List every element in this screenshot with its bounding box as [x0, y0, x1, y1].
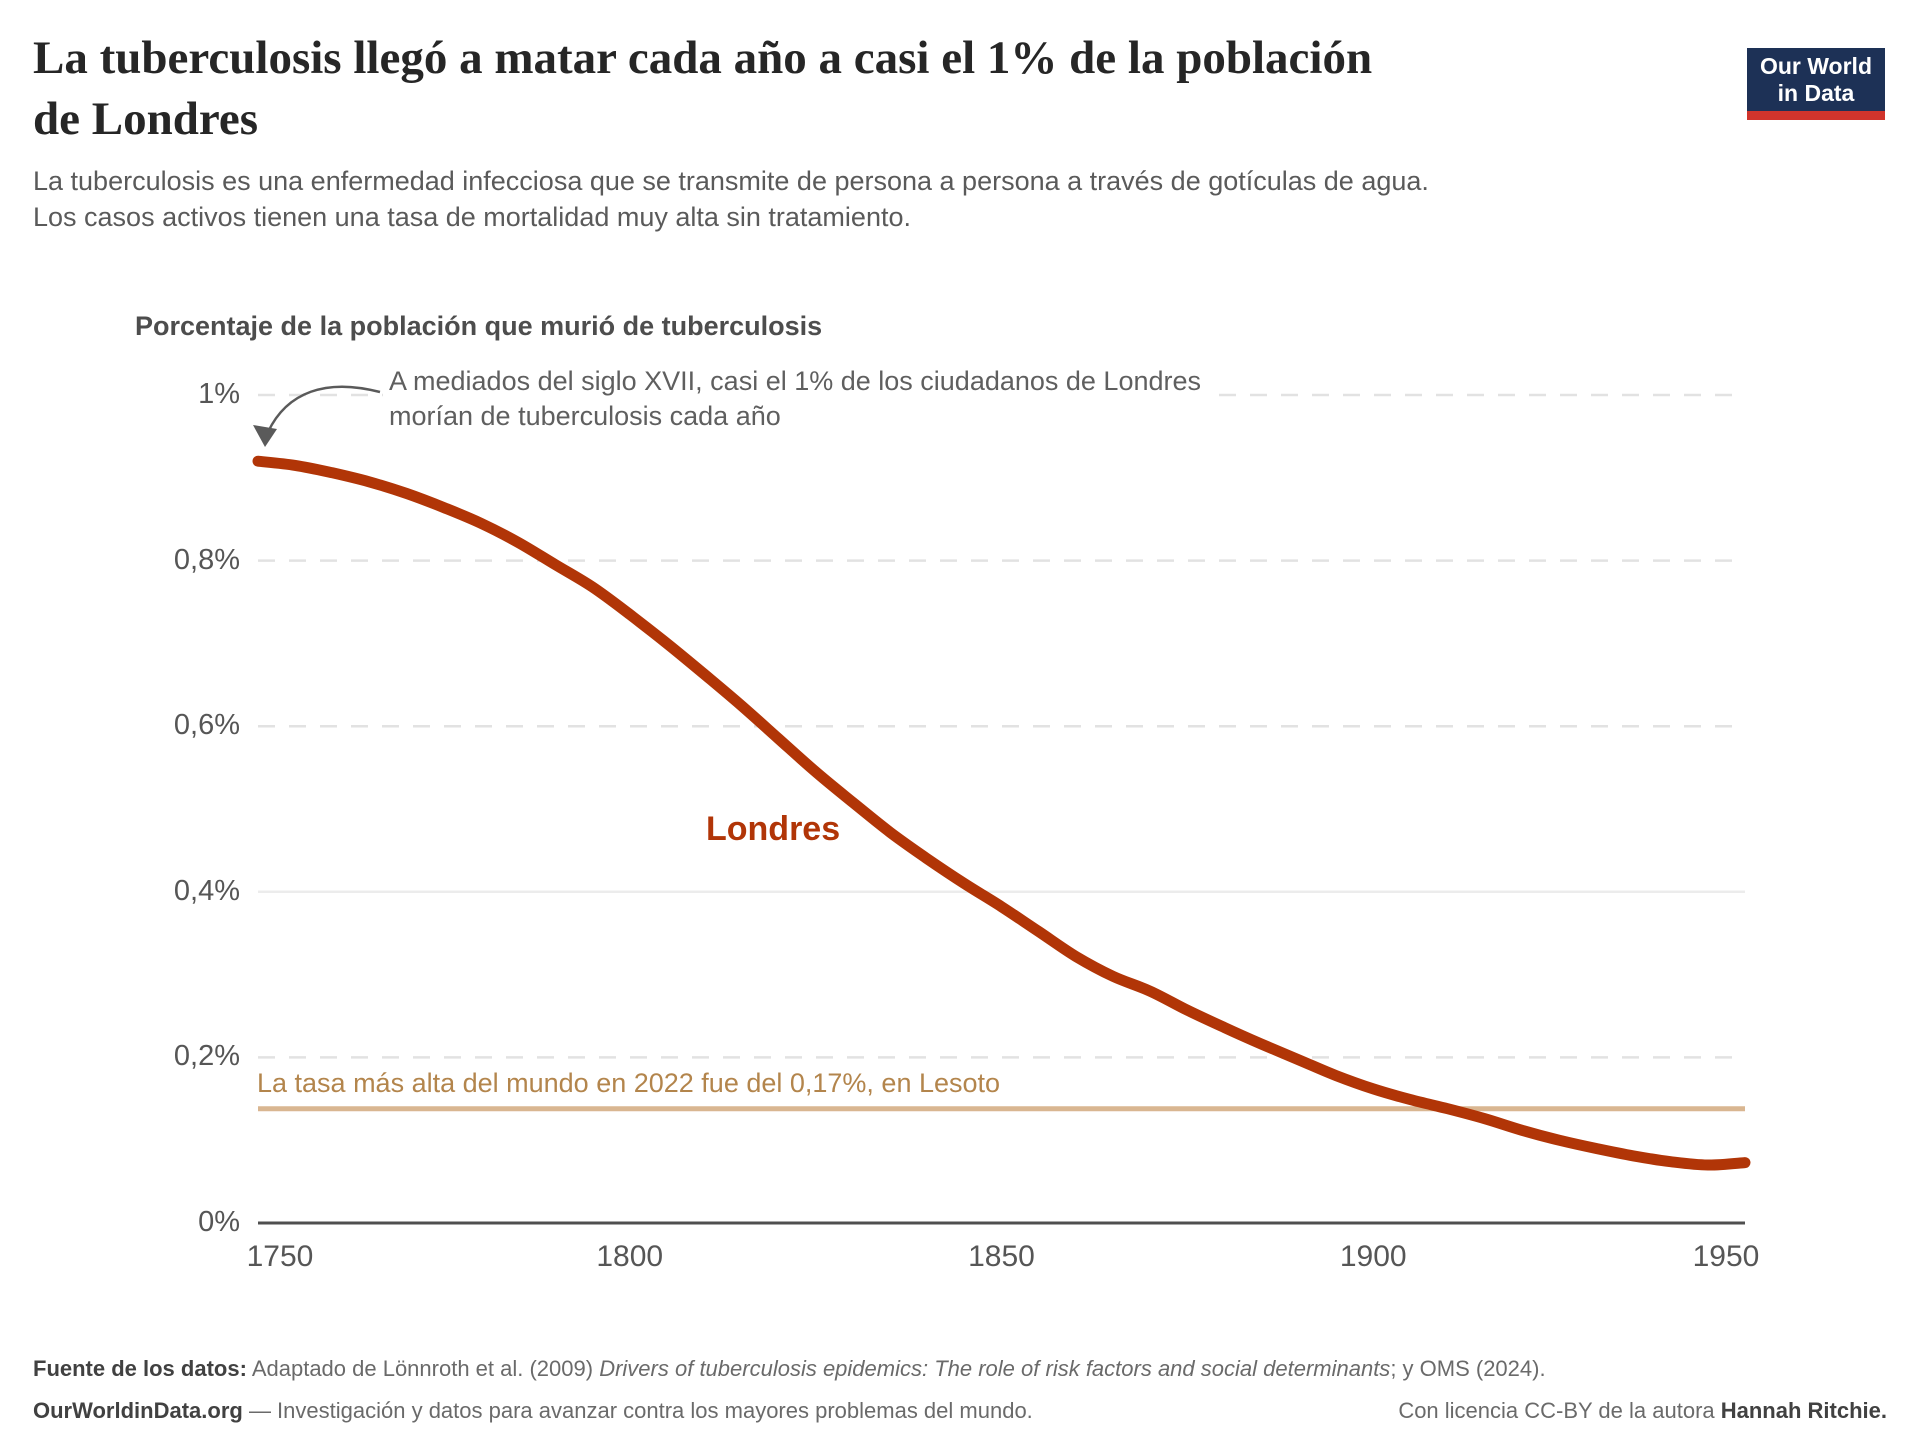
- x-tick-label-1750: 1750: [246, 1240, 314, 1273]
- y-tick-label-0%: 0%: [198, 1206, 240, 1238]
- footer-source-suffix: ; y OMS (2024).: [1390, 1356, 1546, 1381]
- peak-annotation: A mediados del siglo XVII, casi el 1% de…: [383, 364, 1208, 434]
- x-tick-label-1950: 1950: [1692, 1240, 1760, 1273]
- footer: Fuente de los datos: Adaptado de Lönnrot…: [33, 1354, 1887, 1426]
- y-tick-label-0,8%: 0,8%: [173, 543, 240, 576]
- y-tick-label-1%: 1%: [198, 378, 240, 410]
- annotation-arrow: [253, 385, 381, 447]
- x-tick-label-1900: 1900: [1339, 1240, 1407, 1273]
- footer-credits: Con licencia CC-BY de la autora Hannah R…: [33, 1396, 1887, 1426]
- page-title-line-2: de Londres: [33, 93, 259, 145]
- y-tick-label-0,2%: 0,2%: [173, 1040, 240, 1073]
- footer-source: Fuente de los datos: Adaptado de Lönnrot…: [33, 1354, 1887, 1384]
- owid-logo-line-2: in Data: [1777, 79, 1855, 106]
- series-line-londres: [252, 455, 1751, 1171]
- peak-annotation-line-1: A mediados del siglo XVII, casi el 1% de…: [389, 366, 1202, 396]
- footer-license-prefix: Con licencia CC-BY de la autora: [1398, 1398, 1721, 1423]
- footer-source-prefix: Fuente de los datos:: [33, 1356, 247, 1381]
- benchmark-lesotho-label: La tasa más alta del mundo en 2022 fue d…: [257, 1067, 1001, 1098]
- footer-source-regular: Adaptado de Lönnroth et al. (2009): [246, 1356, 600, 1381]
- y-tick-label-0,4%: 0,4%: [173, 874, 240, 907]
- y-tick-label-0,6%: 0,6%: [173, 709, 240, 742]
- footer-license-author: Hannah Ritchie.: [1720, 1398, 1887, 1423]
- page-subtitle-line-1: La tuberculosis es una enfermedad infecc…: [33, 166, 1429, 196]
- x-tick-label-1850: 1850: [968, 1240, 1035, 1273]
- footer-source-italic: Drivers of tuberculosis epidemics: The r…: [599, 1356, 1391, 1381]
- owid-logo-line-1: Our World: [1759, 52, 1872, 79]
- page-title: La tuberculosis llegó a matar cada año a…: [33, 28, 1513, 150]
- page-subtitle-line-2: Los casos activos tienen una tasa de mor…: [33, 202, 911, 232]
- footer-site: OurWorldinData.org: [33, 1398, 243, 1423]
- page-subtitle: La tuberculosis es una enfermedad infecc…: [33, 163, 1429, 235]
- x-tick-label-1800: 1800: [596, 1240, 664, 1273]
- owid-logo[interactable]: Our World in Data: [1747, 48, 1885, 120]
- page-title-line-1: La tuberculosis llegó a matar cada año a…: [33, 32, 1373, 84]
- series-label-londres: Londres: [706, 810, 841, 848]
- peak-annotation-line-2: morían de tuberculosis cada año: [389, 401, 781, 431]
- footer-tagline: — Investigación y datos para avanzar con…: [242, 1398, 1033, 1423]
- footer-license: Con licencia CC-BY de la autora Hannah R…: [1398, 1396, 1887, 1426]
- y-axis-title: Porcentaje de la población que murió de …: [135, 311, 823, 341]
